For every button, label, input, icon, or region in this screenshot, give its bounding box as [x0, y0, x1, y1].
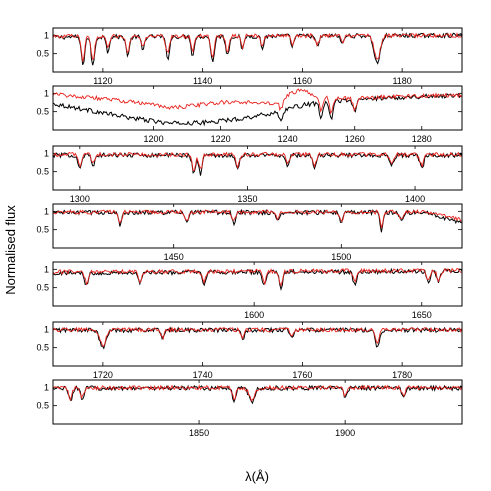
x-tick-label: 1600 — [244, 310, 264, 320]
panel-frame — [52, 379, 463, 425]
x-tick-label: 1650 — [412, 310, 432, 320]
x-tick-label: 1780 — [392, 370, 412, 380]
panel-frame — [52, 203, 463, 249]
model-spectrum-line — [52, 32, 463, 62]
model-spectrum-line — [52, 208, 463, 229]
model-spectrum-line — [52, 384, 463, 402]
x-tick-label: 1140 — [193, 76, 212, 86]
x-tick-label: 1300 — [70, 194, 90, 204]
spectrum-panel: 0.5 1 1850 1900 — [36, 379, 463, 438]
y-tick-label: 0.5 — [36, 343, 49, 353]
y-tick-label: 0.5 — [36, 167, 49, 177]
y-tick-label: 0.5 — [36, 49, 49, 59]
x-tick-label: 1160 — [293, 76, 312, 86]
y-tick-label: 0.5 — [36, 107, 49, 117]
panel-frame — [52, 261, 463, 307]
x-tick-label: 1350 — [237, 194, 257, 204]
model-spectrum-line — [52, 326, 463, 347]
spectrum-panel: 0.5 1 1120 1140 1160 1180 — [36, 27, 463, 86]
panel-frame — [52, 85, 463, 131]
spectrum-panel: 0.5 1 1450 1500 — [36, 203, 463, 262]
x-tick-label: 1450 — [164, 252, 184, 262]
panel-frame — [52, 27, 463, 73]
x-tick-label: 1900 — [335, 428, 355, 438]
y-tick-label: 1 — [44, 206, 49, 216]
x-tick-label: 1500 — [331, 252, 351, 262]
y-tick-label: 1 — [44, 148, 49, 158]
spectrum-panel: 0.5 1 1600 1650 — [36, 261, 463, 320]
x-axis-title: λ(Å) — [245, 469, 269, 484]
x-tick-label: 1240 — [278, 134, 298, 144]
spectrum-panel: 0.5 1 1300 1350 1400 — [36, 145, 463, 204]
spectrum-panel: 0.5 1 1200 1220 1240 1260 1280 — [36, 85, 463, 144]
observed-spectrum-line — [52, 326, 463, 350]
observed-spectrum-line — [52, 93, 463, 127]
x-tick-label: 1280 — [412, 134, 432, 144]
y-tick-label: 1 — [44, 30, 49, 40]
y-tick-label: 0.5 — [36, 401, 49, 411]
model-spectrum-line — [52, 151, 463, 172]
y-tick-label: 1 — [44, 264, 49, 274]
y-axis-title: Normalised flux — [3, 205, 18, 295]
x-tick-label: 1400 — [405, 194, 425, 204]
panel-frame — [52, 145, 463, 191]
spectrum-panel: 0.5 1 1720 1740 1760 1780 — [36, 321, 463, 380]
panel-frame — [52, 321, 463, 367]
x-tick-label: 1200 — [144, 134, 164, 144]
x-tick-label: 1740 — [193, 370, 213, 380]
y-tick-label: 0.5 — [36, 283, 49, 293]
y-tick-label: 1 — [44, 382, 49, 392]
panels-group: 0.5 1 1120 1140 1160 1180 0.5 1 1200 1220 1240 1260… — [36, 27, 463, 438]
x-tick-label: 1180 — [392, 76, 411, 86]
y-tick-label: 1 — [44, 324, 49, 334]
x-tick-label: 1720 — [93, 370, 113, 380]
x-tick-label: 1220 — [211, 134, 231, 144]
x-tick-label: 1850 — [189, 428, 209, 438]
x-tick-label: 1120 — [93, 76, 112, 86]
y-tick-label: 1 — [44, 88, 49, 98]
model-spectrum-line — [52, 88, 463, 115]
x-tick-label: 1760 — [292, 370, 312, 380]
y-tick-label: 0.5 — [36, 225, 49, 235]
x-tick-label: 1260 — [345, 134, 365, 144]
model-spectrum-line — [52, 267, 462, 287]
